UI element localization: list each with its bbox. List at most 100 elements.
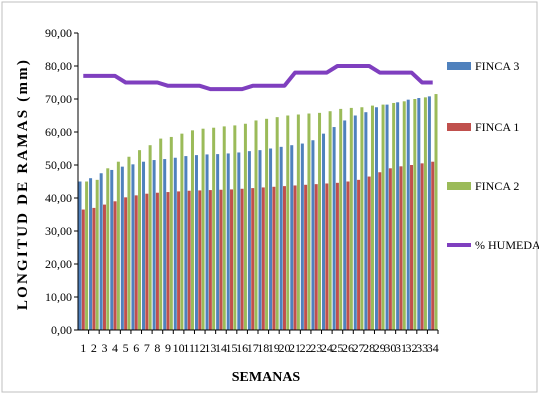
bar-finca-2: [370, 105, 374, 330]
bar-finca-2: [159, 138, 163, 330]
bar-finca-1: [134, 195, 138, 330]
y-tick-label: 30,00: [45, 224, 72, 238]
x-tick-label: 32: [406, 341, 418, 355]
bar-finca-1: [272, 186, 276, 330]
bar-finca-1: [367, 176, 371, 330]
x-tick-label: 13: [204, 341, 216, 355]
bar-finca-2: [95, 179, 99, 330]
bar-finca-1: [282, 186, 286, 330]
x-tick-label: 5: [123, 341, 129, 355]
bar-finca-2: [148, 145, 152, 330]
bar-finca-1: [251, 188, 255, 330]
bar-finca-3: [120, 166, 124, 330]
bar-finca-2: [413, 99, 417, 330]
bar-finca-3: [353, 115, 357, 330]
y-tick-label: 80,00: [45, 59, 72, 73]
x-tick-label: 24: [321, 341, 333, 355]
x-tick-label: 15: [226, 341, 238, 355]
y-axis-ticks: 0,00 10,00 20,00 30,00 40,00 50,00 60,00 70,00 8…: [45, 26, 78, 337]
line-humedad: [83, 64, 433, 92]
bar-finca-2: [296, 114, 300, 330]
bar-finca-2: [127, 156, 131, 330]
y-tick-label: 50,00: [45, 158, 72, 172]
x-tick-label: 17: [247, 341, 259, 355]
x-tick-label: 7: [144, 341, 150, 355]
bar-finca-3: [406, 99, 410, 330]
bar-finca-3: [343, 120, 347, 330]
bar-finca-3: [374, 107, 378, 330]
bar-finca-2: [169, 136, 173, 330]
bar-finca-1: [378, 172, 382, 330]
bar-finca-1: [198, 190, 202, 330]
x-tick-label: 25: [331, 341, 343, 355]
legend-label: % HUMEDAD: [475, 238, 539, 252]
bar-finca-2: [339, 108, 343, 331]
legend-label: FINCA 3: [475, 59, 519, 73]
bar-finca-1: [261, 187, 265, 330]
bar-finca-3: [290, 145, 294, 330]
bar-finca-3: [99, 173, 103, 330]
bar-finca-3: [163, 159, 167, 330]
x-tick-label: 22: [300, 341, 312, 355]
bar-finca-1: [388, 168, 392, 330]
bar-finca-3: [322, 133, 326, 330]
x-tick-label: 14: [215, 341, 227, 355]
bar-finca-2: [222, 126, 226, 330]
legend-label: FINCA 1: [475, 120, 519, 134]
y-tick-label: 60,00: [45, 125, 72, 139]
bar-finca-3: [131, 164, 135, 330]
bar-finca-1: [357, 179, 361, 330]
y-tick-label: 90,00: [45, 26, 72, 40]
bar-finca-2: [201, 128, 205, 330]
bar-finca-2: [106, 168, 110, 330]
bar-finca-2: [233, 125, 237, 331]
bar-finca-1: [219, 189, 223, 330]
bar-finca-3: [258, 150, 262, 330]
x-tick-label: 21: [289, 341, 301, 355]
bar-finca-1: [155, 192, 159, 330]
bar-finca-1: [346, 181, 350, 330]
bar-finca-3: [417, 98, 421, 330]
bar-finca-1: [145, 193, 149, 330]
x-tick-label: 23: [310, 341, 322, 355]
bar-finca-2: [275, 117, 279, 331]
bar-finca-1: [187, 190, 191, 330]
x-tick-label: 20: [278, 341, 290, 355]
x-tick-label: 29: [374, 341, 386, 355]
y-tick-label: 70,00: [45, 92, 72, 106]
bar-finca-1: [314, 184, 318, 330]
bar-finca-1: [399, 166, 403, 330]
legend-swatch: [447, 62, 471, 70]
bar-finca-3: [78, 181, 82, 330]
bar-finca-3: [279, 146, 283, 330]
bar-finca-2: [265, 118, 269, 330]
x-tick-label: 8: [154, 341, 160, 355]
bar-finca-2: [138, 150, 142, 330]
x-axis-ticks: 1 2 3 4 5 6 7 8 9 1011121314151617181920212223242…: [80, 330, 439, 355]
bar-finca-1: [410, 165, 414, 330]
bar-finca-3: [205, 154, 209, 330]
bar-finca-2: [402, 101, 406, 330]
bar-finca-3: [173, 157, 177, 330]
bar-finca-2: [360, 107, 364, 330]
bar-finca-1: [92, 207, 96, 330]
line-layer: [83, 64, 433, 92]
bar-finca-3: [364, 112, 368, 330]
bar-finca-1: [293, 185, 297, 330]
bar-finca-2: [254, 120, 258, 330]
bar-finca-3: [194, 155, 198, 330]
bar-finca-2: [180, 133, 184, 330]
bar-finca-2: [116, 161, 120, 330]
bar-finca-2: [349, 107, 353, 330]
bar-finca-2: [328, 111, 332, 331]
bar-finca-3: [269, 148, 273, 330]
x-tick-label: 1: [80, 341, 86, 355]
x-tick-label: 27: [353, 341, 365, 355]
x-tick-label: 34: [427, 341, 439, 355]
bar-finca-3: [332, 127, 336, 330]
bar-finca-3: [385, 104, 389, 330]
bar-finca-1: [102, 204, 106, 330]
bar-finca-3: [247, 151, 251, 330]
bar-finca-2: [212, 127, 216, 331]
